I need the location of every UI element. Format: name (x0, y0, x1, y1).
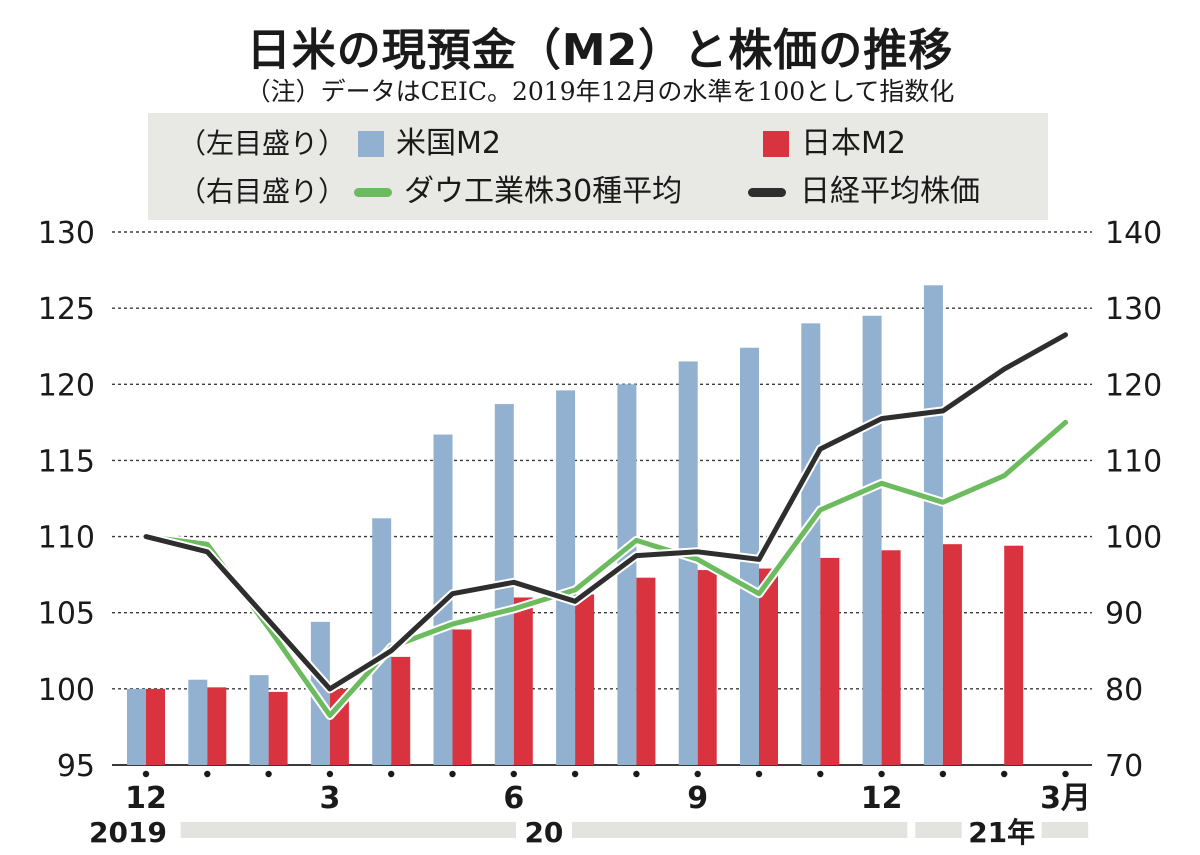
jp-m2-bar (391, 656, 411, 765)
us-m2-bar (923, 285, 943, 765)
x-tick-label: 12 (861, 781, 903, 816)
x-tick-label: 3 (319, 781, 340, 816)
jp-m2-bar (636, 577, 656, 765)
month-tick-dot (388, 770, 395, 778)
us-m2-bar (617, 384, 637, 765)
nikkei-line-swatch (748, 188, 786, 197)
chart-note: （注）データはCEIC。2019年12月の水準を100として指数化 (245, 77, 955, 106)
right-axis-tick-label: 90 (1105, 597, 1143, 632)
us-m2-bar (862, 315, 882, 765)
jp-m2-bar (575, 594, 595, 765)
jp-m2-bar (1004, 545, 1024, 765)
left-axis-tick-label: 120 (38, 368, 95, 403)
year-label: 20 (524, 816, 563, 849)
left-axis-tick-label: 95 (57, 749, 95, 784)
left-axis-tick-label: 130 (38, 216, 95, 251)
legend: （左目盛り） 米国M2 日本M2 （右目盛り） ダウ工業株30種平均 日経平均株… (148, 113, 1048, 220)
jp-m2-bar (697, 570, 717, 765)
us-m2-bar (678, 361, 698, 765)
month-tick-dot (694, 770, 701, 778)
legend-jp-m2-label: 日本M2 (801, 126, 906, 161)
us-m2-bar (801, 323, 821, 765)
right-axis-tick-label: 70 (1105, 749, 1143, 784)
legend-nikkei-label: 日経平均株価 (800, 174, 980, 209)
month-tick-dot (326, 770, 334, 778)
legend-left-axis-label: （左目盛り） (178, 127, 347, 160)
x-tick-label: 12 (125, 781, 167, 816)
month-tick-dot (633, 770, 640, 778)
right-axis-tick-label: 140 (1105, 216, 1162, 251)
left-axis-tick-label: 105 (38, 597, 95, 632)
left-axis-tick-label: 125 (38, 292, 95, 327)
jp-m2-bar (268, 691, 288, 765)
left-axis-tick-label: 100 (38, 673, 95, 708)
dow-line-swatch (354, 188, 392, 197)
jp-m2-bar (207, 687, 227, 765)
jp-m2-swatch (763, 131, 789, 157)
jp-m2-bar (452, 629, 472, 765)
month-tick-dot (142, 770, 150, 778)
month-tick-dot (449, 770, 456, 778)
right-axis-tick-label: 110 (1105, 444, 1162, 479)
jp-m2-bar (820, 557, 840, 765)
month-tick-dot (817, 770, 824, 778)
month-tick-dot (755, 770, 763, 778)
year-label: 21年 (968, 816, 1035, 849)
chart-title: 日米の現預金（M2）と株価の推移 (246, 25, 954, 76)
month-tick-dot (878, 770, 885, 778)
month-tick-dot (1001, 770, 1008, 778)
jp-m2-bar (146, 688, 165, 765)
us-m2-bar (372, 518, 392, 765)
right-axis-tick-label: 100 (1105, 521, 1162, 556)
month-tick-dot (571, 770, 579, 778)
us-m2-bar (310, 621, 330, 765)
x-tick-label: 3月 (1040, 781, 1091, 816)
right-axis-tick-label: 120 (1105, 368, 1162, 403)
legend-right-axis-label: （右目盛り） (178, 175, 347, 208)
month-tick-dot (204, 770, 211, 778)
us-m2-swatch (358, 131, 384, 157)
left-axis-tick-label: 115 (38, 444, 95, 479)
us-m2-bar (556, 390, 576, 765)
legend-us-m2-label: 米国M2 (396, 126, 501, 161)
us-m2-bar (249, 675, 269, 765)
us-m2-bar (188, 679, 208, 765)
month-tick-dot (265, 770, 272, 778)
month-tick-dot (510, 770, 517, 778)
jp-m2-bar (759, 568, 778, 765)
left-axis-tick-label: 110 (38, 521, 95, 556)
jp-m2-bar (513, 597, 533, 765)
dow-line (143, 419, 1068, 718)
year-label-bg (515, 818, 572, 844)
nikkei-line (143, 332, 1068, 692)
month-tick-dot (939, 770, 947, 778)
right-axis-tick-label: 130 (1105, 292, 1162, 327)
right-axis-tick-label: 80 (1105, 673, 1143, 708)
jp-m2-bar (881, 550, 901, 765)
us-m2-bar (127, 688, 146, 765)
jp-m2-bar (942, 544, 962, 765)
year-label-bg (961, 818, 1042, 844)
legend-dow-label: ダウ工業株30種平均 (404, 174, 683, 209)
month-tick-dot (1062, 770, 1069, 778)
year-label: 2019 (89, 816, 167, 849)
x-tick-label: 9 (687, 781, 708, 816)
x-tick-label: 6 (503, 781, 524, 816)
